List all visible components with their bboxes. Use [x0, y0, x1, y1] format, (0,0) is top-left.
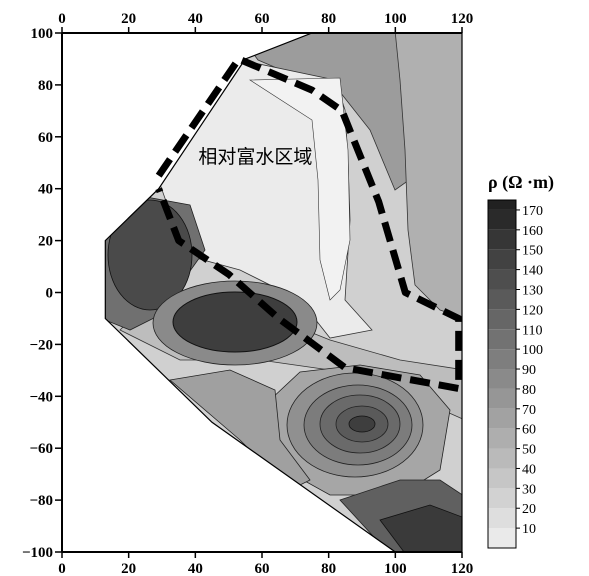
y-axis: 100 80 60 40 20 0 −20 −40 −60 −80 −100	[22, 26, 62, 561]
colorbar-frame	[487, 199, 517, 549]
x-top-tick-label: 40	[188, 11, 203, 27]
contour-low-center	[348, 415, 376, 433]
colorbar-band	[488, 388, 516, 409]
colorbar-tick-label: 30	[522, 482, 536, 497]
colorbar-band	[488, 408, 516, 429]
x-top-tick-label: 60	[255, 11, 270, 27]
x-top-tick-label: 20	[121, 11, 136, 27]
x-bottom-tick-label: 0	[58, 561, 66, 576]
colorbar-tick-label: 160	[522, 224, 543, 239]
colorbar-band	[488, 488, 516, 509]
x-bottom-tick-label: 120	[451, 561, 474, 576]
colorbar-band	[488, 209, 516, 230]
x-bottom-tick-label: 40	[188, 561, 203, 576]
colorbar-tick-label: 170	[522, 204, 543, 219]
colorbar-band	[488, 428, 516, 449]
y-tick-label: −80	[29, 493, 53, 509]
colorbar-tick-label: 10	[522, 522, 536, 537]
region-label: 相对富水区域	[198, 146, 312, 168]
x-bottom-tick-label: 100	[384, 561, 407, 576]
colorbar-band	[488, 200, 516, 210]
x-top-tick-label: 0	[58, 11, 66, 27]
y-tick-label: 80	[38, 78, 53, 94]
y-tick-label: 20	[38, 234, 53, 250]
colorbar-tick-label: 40	[522, 462, 536, 477]
colorbar-band	[488, 329, 516, 350]
colorbar-tick-label: 70	[522, 403, 536, 418]
y-tick-label: −100	[22, 545, 53, 561]
colorbar-band	[488, 349, 516, 370]
colorbar-tick-label: 140	[522, 264, 543, 279]
x-top-tick-label: 120	[451, 11, 474, 27]
colorbar-tick-label: 110	[522, 323, 542, 338]
contour-high-center	[172, 291, 298, 353]
colorbar-band	[488, 508, 516, 529]
colorbar-tick-label: 130	[522, 283, 543, 298]
contour-fill-bottom-right-dark	[379, 504, 463, 552]
colorbar-band	[488, 468, 516, 489]
y-tick-label: 40	[38, 182, 53, 198]
colorbar-tick-label: 100	[522, 343, 543, 358]
colorbar-tick-label: 90	[522, 363, 536, 378]
x-bottom-tick-label: 20	[121, 561, 136, 576]
y-tick-label: 60	[38, 130, 53, 146]
colorbar-band	[488, 269, 516, 290]
y-tick-label: −20	[29, 337, 53, 353]
colorbar-tick-label: 120	[522, 303, 543, 318]
colorbar-tick-label: 80	[522, 383, 536, 398]
colorbar-tick-label: 150	[522, 244, 543, 259]
colorbar-tick-label: 20	[522, 502, 536, 517]
x-bottom-tick-label: 80	[321, 561, 336, 576]
x-axis-top: 0 20 40 60 80 100 120	[58, 11, 473, 33]
contour-fill-right-mid	[394, 33, 463, 321]
y-tick-label: −40	[29, 389, 53, 405]
x-top-tick-label: 100	[384, 11, 407, 27]
colorbar-band	[488, 249, 516, 270]
colorbar-band	[488, 309, 516, 330]
colorbar-band	[488, 229, 516, 250]
y-tick-label: −60	[29, 441, 53, 457]
x-bottom-tick-label: 60	[255, 561, 270, 576]
water-rich-boundary	[155, 55, 463, 392]
colorbar-band	[488, 448, 516, 469]
y-tick-label: 100	[31, 26, 54, 42]
y-tick-label: 0	[46, 286, 54, 302]
contour-high-left	[107, 199, 193, 311]
colorbar-title: ρ (Ω ·m)	[488, 172, 554, 193]
colorbar-tick-label: 60	[522, 423, 536, 438]
colorbar-band	[488, 528, 516, 548]
x-top-tick-label: 80	[321, 11, 336, 27]
colorbar-band	[488, 289, 516, 310]
colorbar-tick-label: 50	[522, 443, 536, 458]
colorbar: 170 160 150 140 130 120 110 100 90 80 70 60 50 40 30 20…	[487, 199, 543, 549]
colorbar-band	[488, 369, 516, 389]
x-axis-bottom: 0 20 40 60 80 100 120	[58, 552, 473, 576]
